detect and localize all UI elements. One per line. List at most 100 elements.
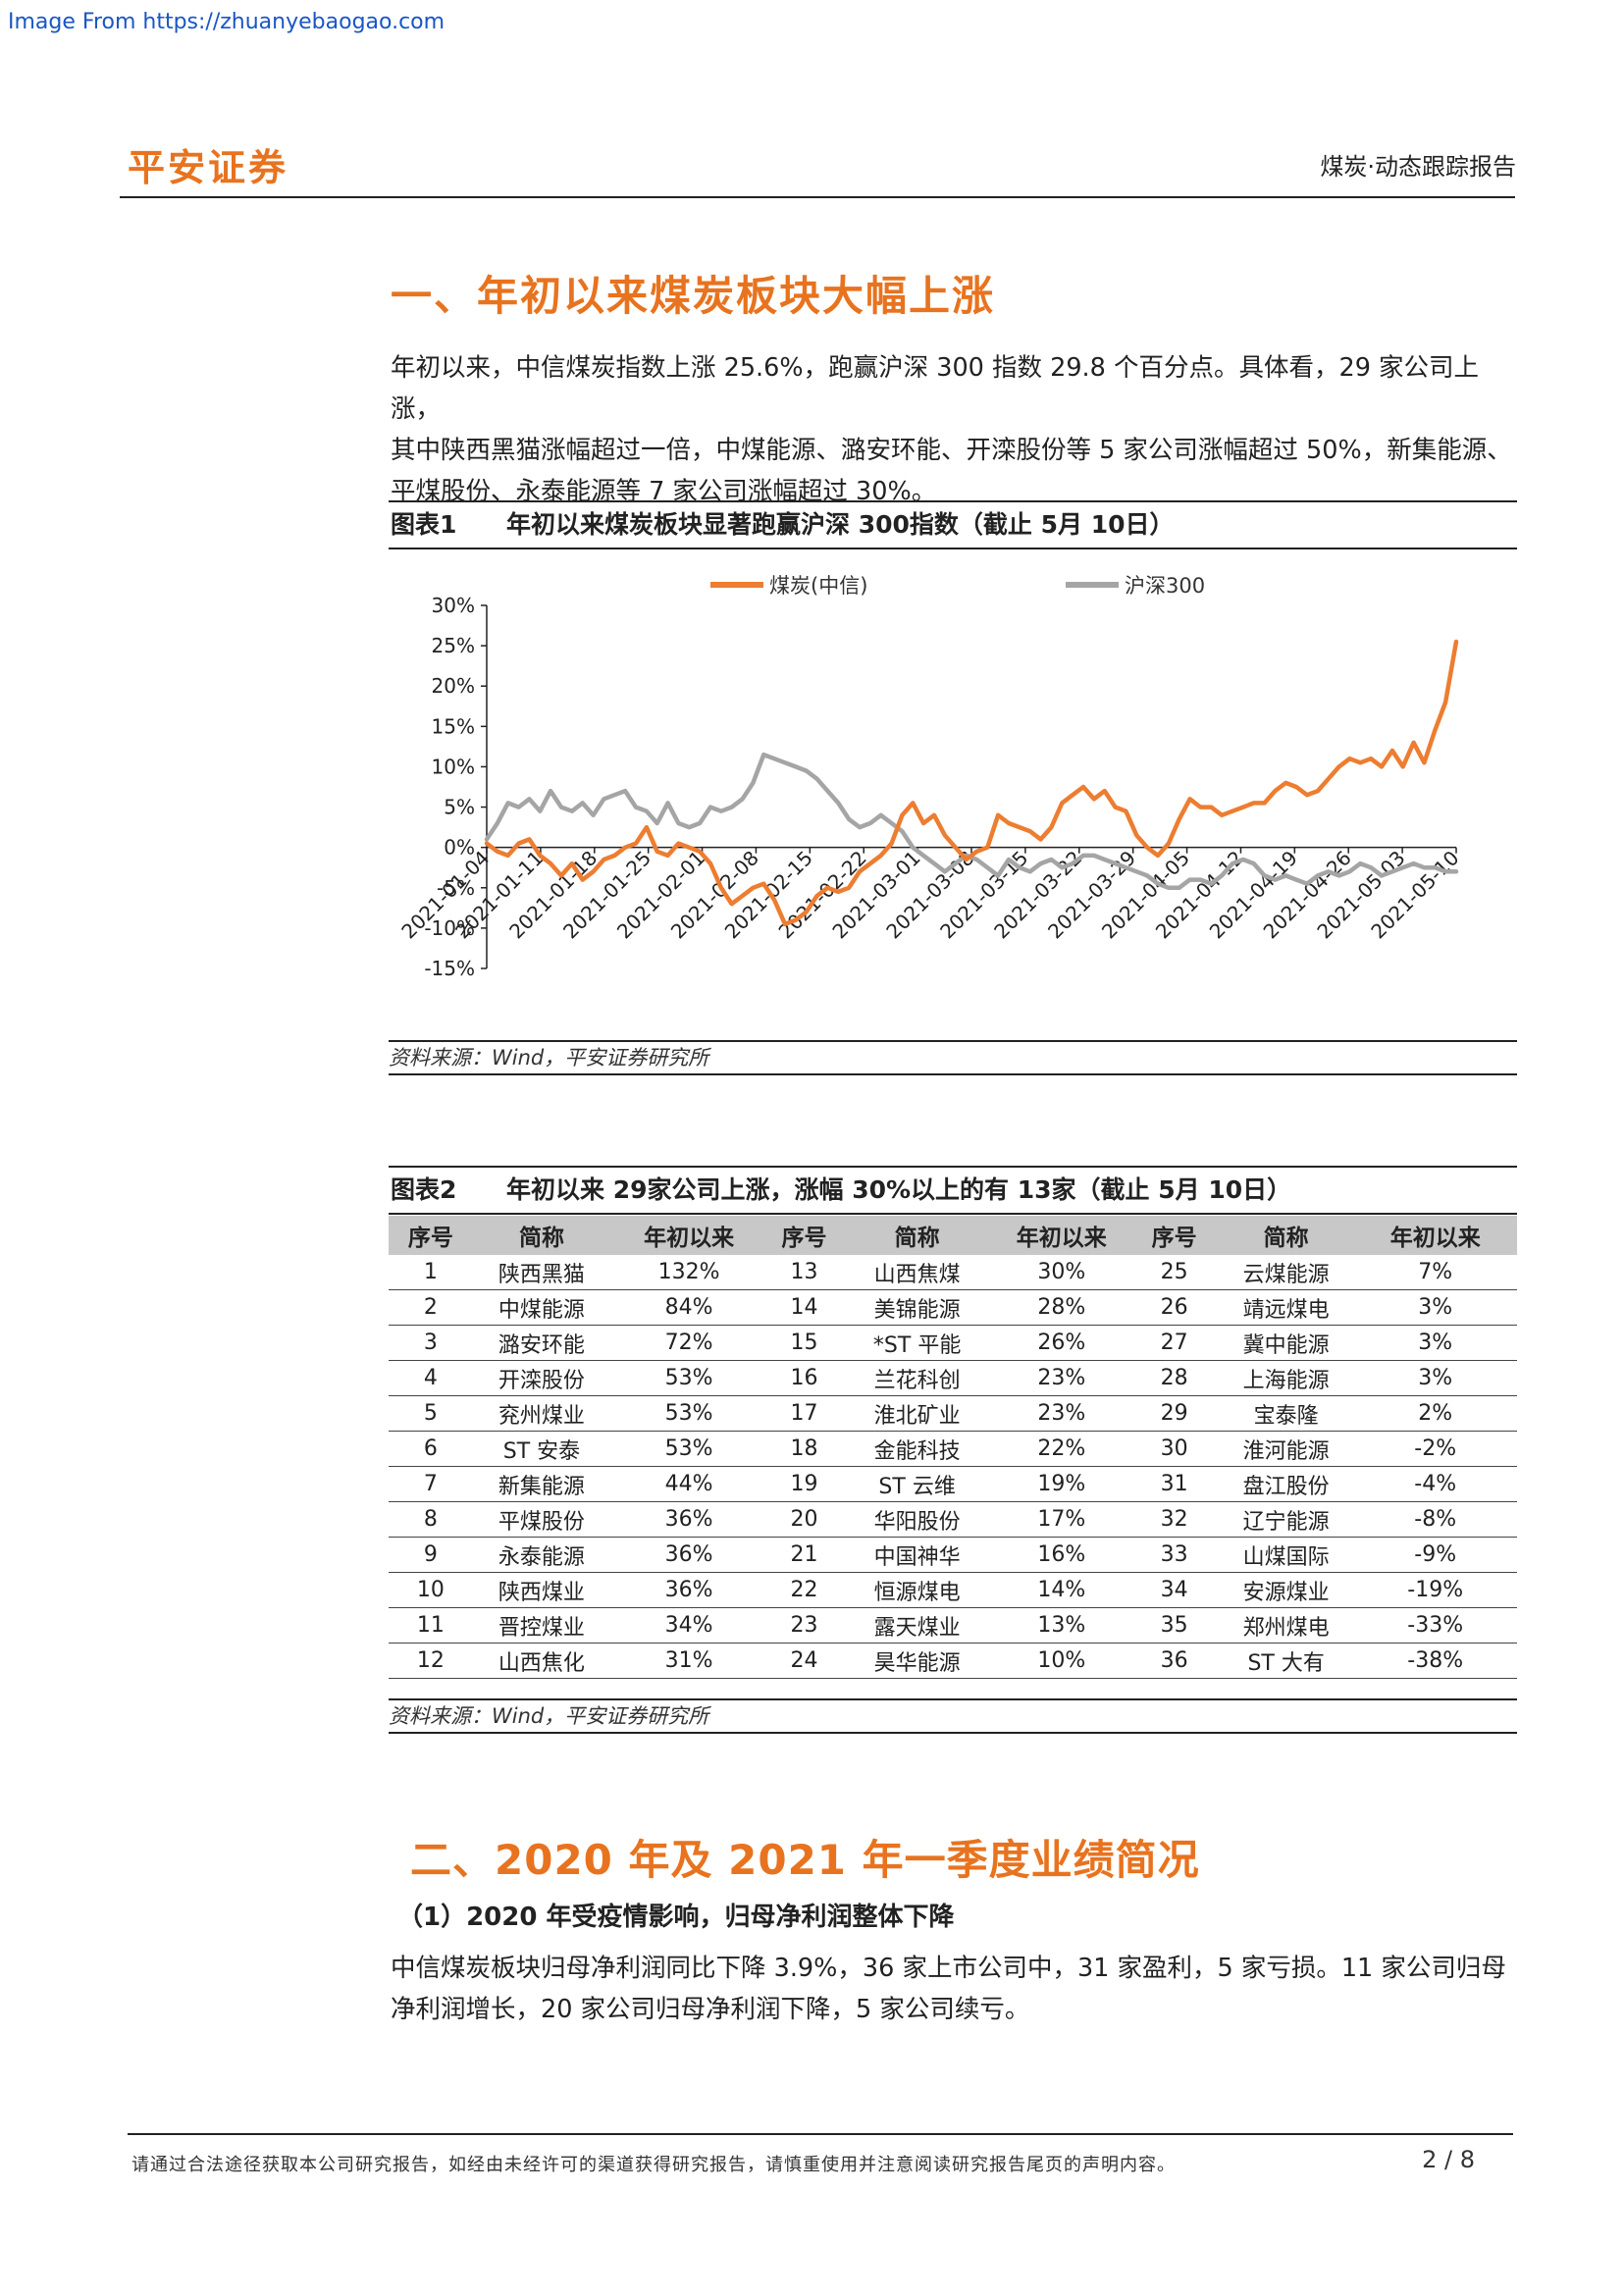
table-cell: 22% (993, 1432, 1129, 1467)
col-header-name-2: 简称 (841, 1216, 993, 1255)
table-cell: 潞安环能 (473, 1326, 610, 1361)
table-cell: 8 (389, 1502, 473, 1538)
table-cell: 28% (993, 1290, 1129, 1326)
table-cell: 34 (1129, 1573, 1219, 1608)
table-cell: 陕西煤业 (473, 1573, 610, 1608)
col-header-ytd-3: 年初以来 (1353, 1216, 1517, 1255)
table-cell: 淮河能源 (1219, 1432, 1354, 1467)
table-cell: 晋控煤业 (473, 1608, 610, 1644)
figure2-source: 资料来源：Wind，平安证券研究所 (389, 1698, 1517, 1734)
figure1-title: 年初以来煤炭板块显著跑赢沪深 300指数（截止 5月 10日） (506, 510, 1174, 539)
table-cell: 12 (389, 1644, 473, 1679)
table-cell: 中煤能源 (473, 1290, 610, 1326)
line-chart: 煤炭(中信) 沪深300 30% 25% 20% 15% 10% 5% 0% -5% -10% -… (389, 551, 1517, 1036)
y-tick-label: 15% (432, 714, 475, 738)
table-cell: 恒源煤电 (841, 1573, 993, 1608)
table-cell: 中国神华 (841, 1538, 993, 1573)
table-cell: 冀中能源 (1219, 1326, 1354, 1361)
table-row: 5 兖州煤业 53% 17 淮北矿业 23% 29 宝泰隆 2% (389, 1396, 1517, 1432)
table-cell: 上海能源 (1219, 1361, 1354, 1396)
table-cell: 10 (389, 1573, 473, 1608)
table-cell: -2% (1353, 1432, 1517, 1467)
y-tick-label: -15% (424, 957, 475, 980)
table-row: 9 永泰能源 36% 21 中国神华 16% 33 山煤国际 -9% (389, 1538, 1517, 1573)
table-cell: 9 (389, 1538, 473, 1573)
table-cell: 36% (610, 1538, 767, 1573)
table-row: 4 开滦股份 53% 16 兰花科创 23% 28 上海能源 3% (389, 1361, 1517, 1396)
table-cell: 陕西黑猫 (473, 1255, 610, 1290)
y-tick-label: 10% (432, 755, 475, 778)
table-cell: -8% (1353, 1502, 1517, 1538)
table-cell: 7 (389, 1467, 473, 1502)
source-watermark: Image From https://zhuanyebaogao.com (8, 10, 445, 34)
company-returns-table: 序号 简称 年初以来 序号 简称 年初以来 序号 简称 年初以来 1 陕西黑猫 13… (389, 1216, 1517, 1679)
table-row: 2 中煤能源 84% 14 美锦能源 28% 26 靖远煤电 3% (389, 1290, 1517, 1326)
table-cell: 14% (993, 1573, 1129, 1608)
table-cell: 20 (767, 1502, 841, 1538)
table-cell: 53% (610, 1432, 767, 1467)
table-cell: 132% (610, 1255, 767, 1290)
table-cell: 盘江股份 (1219, 1467, 1354, 1502)
table-cell: 2% (1353, 1396, 1517, 1432)
table-cell: 53% (610, 1396, 767, 1432)
table-cell: -33% (1353, 1608, 1517, 1644)
table-cell: ST 云维 (841, 1467, 993, 1502)
table-cell: 23% (993, 1361, 1129, 1396)
paragraph-line: 年初以来，中信煤炭指数上涨 25.6%，跑赢沪深 300 指数 29.8 个百分… (391, 347, 1517, 430)
table-cell: 10% (993, 1644, 1129, 1679)
legend-label-hs300: 沪深300 (1125, 574, 1205, 598)
table-row: 11 晋控煤业 34% 23 露天煤业 13% 35 郑州煤电 -33% (389, 1608, 1517, 1644)
table-cell: 23 (767, 1608, 841, 1644)
table-cell: 19% (993, 1467, 1129, 1502)
header-divider (120, 196, 1515, 198)
table-cell: 美锦能源 (841, 1290, 993, 1326)
table-row: 3 潞安环能 72% 15 *ST 平能 26% 27 冀中能源 3% (389, 1326, 1517, 1361)
table-cell: 32 (1129, 1502, 1219, 1538)
table-cell: *ST 平能 (841, 1326, 993, 1361)
report-type: 煤炭·动态跟踪报告 (1320, 147, 1516, 182)
table-cell: 34% (610, 1608, 767, 1644)
table-row: 8 平煤股份 36% 20 华阳股份 17% 32 辽宁能源 -8% (389, 1502, 1517, 1538)
col-header-ytd-2: 年初以来 (993, 1216, 1129, 1255)
table-cell: 3% (1353, 1326, 1517, 1361)
table-cell: 26 (1129, 1290, 1219, 1326)
paragraph-line: 净利润增长，20 家公司归母净利润下降，5 家公司续亏。 (391, 1989, 1517, 2030)
brand-logo-text: 平安证券 (128, 137, 288, 191)
table-header-row: 序号 简称 年初以来 序号 简称 年初以来 序号 简称 年初以来 (389, 1216, 1517, 1255)
figure2-caption: 图表2 年初以来 29家公司上涨，涨幅 30%以上的有 13家（截止 5月 10日… (389, 1166, 1517, 1215)
table-row: 1 陕西黑猫 132% 13 山西焦煤 30% 25 云煤能源 7% (389, 1255, 1517, 1290)
table-cell: 昊华能源 (841, 1644, 993, 1679)
table-cell: 兰花科创 (841, 1361, 993, 1396)
table-cell: 华阳股份 (841, 1502, 993, 1538)
table-cell: 27 (1129, 1326, 1219, 1361)
table-cell: 21 (767, 1538, 841, 1573)
table-cell: 35 (1129, 1608, 1219, 1644)
table-cell: ST 大有 (1219, 1644, 1354, 1679)
table-cell: 16% (993, 1538, 1129, 1573)
figure1-source: 资料来源：Wind，平安证券研究所 (389, 1040, 1517, 1075)
table-cell: 36% (610, 1502, 767, 1538)
table-cell: 25 (1129, 1255, 1219, 1290)
table-cell: -38% (1353, 1644, 1517, 1679)
table-cell: 平煤股份 (473, 1502, 610, 1538)
y-tick-label: 5% (444, 796, 475, 819)
table-cell: 3% (1353, 1290, 1517, 1326)
footer-disclaimer: 请通过合法途径获取本公司研究报告，如经由未经许可的渠道获得研究报告，请慎重使用并… (131, 2151, 1176, 2176)
legend-label-coal: 煤炭(中信) (769, 574, 867, 598)
col-header-index-1: 序号 (389, 1216, 473, 1255)
y-tick-label: 25% (432, 634, 475, 657)
table-cell: 16 (767, 1361, 841, 1396)
section1-paragraph: 年初以来，中信煤炭指数上涨 25.6%，跑赢沪深 300 指数 29.8 个百分… (391, 347, 1517, 512)
table-cell: 28 (1129, 1361, 1219, 1396)
section1-title: 一、年初以来煤炭板块大幅上涨 (391, 263, 995, 323)
table-cell: -9% (1353, 1538, 1517, 1573)
table-cell: 14 (767, 1290, 841, 1326)
col-header-name-1: 简称 (473, 1216, 610, 1255)
figure2-label: 图表2 (389, 1168, 506, 1213)
section2-title: 二、2020 年及 2021 年一季度业绩简况 (410, 1827, 1200, 1887)
figure2-title: 年初以来 29家公司上涨，涨幅 30%以上的有 13家（截止 5月 10日） (506, 1175, 1291, 1204)
table-cell: 淮北矿业 (841, 1396, 993, 1432)
table-cell: 山西焦煤 (841, 1255, 993, 1290)
table-cell: 山西焦化 (473, 1644, 610, 1679)
table-cell: 郑州煤电 (1219, 1608, 1354, 1644)
